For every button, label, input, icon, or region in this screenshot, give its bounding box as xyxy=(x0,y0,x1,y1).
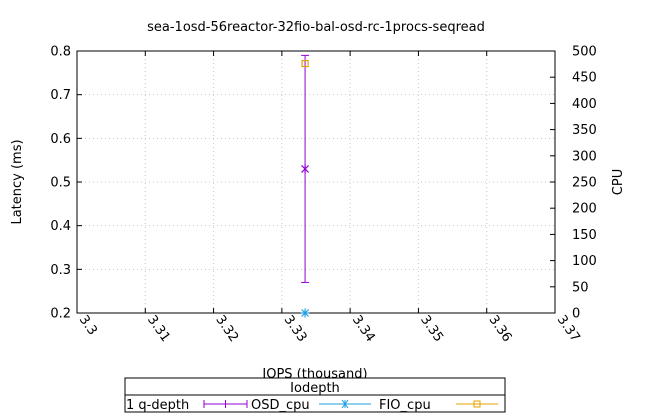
y2-tick-label: 350 xyxy=(572,123,597,138)
y-tick-label: 0.6 xyxy=(50,132,71,147)
y2-tick-label: 50 xyxy=(572,280,589,295)
y2-tick-label: 250 xyxy=(572,176,597,191)
x-tick-label: 3.31 xyxy=(144,313,173,345)
data-point xyxy=(301,164,309,174)
x-tick-label: 3.34 xyxy=(349,313,378,345)
x-tick-label: 3.33 xyxy=(281,313,310,345)
y2-tick-label: 500 xyxy=(572,45,597,60)
chart-title: sea-1osd-56reactor-32fio-bal-osd-rc-1pro… xyxy=(147,20,485,35)
x-tick-label: 3.32 xyxy=(212,313,241,345)
legend-title: Iodepth xyxy=(290,381,340,396)
y-tick-label: 0.2 xyxy=(50,307,71,322)
data-marks xyxy=(300,54,310,318)
y2-tick-label: 300 xyxy=(572,149,597,164)
x-tick-label: 3.36 xyxy=(485,313,514,345)
y2-tick-label: 100 xyxy=(572,254,597,269)
y2-axis-label: CPU xyxy=(611,169,626,195)
x-tick-label: 3.3 xyxy=(76,313,100,339)
legend-label-fio-cpu: FIO_cpu xyxy=(379,398,431,413)
y-tick-label: 0.4 xyxy=(50,219,71,234)
y2-tick-label: 200 xyxy=(572,202,597,217)
axis-ticks: 3.3 3.31 3.32 3.33 3.34 3.35 3.36 3.370.20.30.4… xyxy=(50,45,597,346)
legend-key-osd-cpu xyxy=(319,399,371,409)
x-tick-label: 3.35 xyxy=(417,313,446,345)
legend-key-1-q-depth xyxy=(203,400,248,408)
data-point xyxy=(301,59,309,68)
y-tick-label: 0.3 xyxy=(50,263,71,278)
y-axis-label: Latency (ms) xyxy=(10,139,25,224)
grid xyxy=(77,51,555,313)
y-tick-label: 0.8 xyxy=(50,45,71,60)
legend-label-osd-cpu: OSD_cpu xyxy=(251,398,310,413)
y2-tick-label: 400 xyxy=(572,97,597,112)
y2-tick-label: 150 xyxy=(572,228,597,243)
plot-frame xyxy=(76,50,556,314)
y-tick-label: 0.7 xyxy=(50,88,71,103)
y2-tick-label: 0 xyxy=(572,307,580,322)
y2-tick-label: 450 xyxy=(572,71,597,86)
y-tick-label: 0.5 xyxy=(50,176,71,191)
data-point xyxy=(300,308,310,318)
legend-label-1-q-depth: 1 q-depth xyxy=(126,398,189,413)
legend: Iodepth 1 q-depth OSD_cpu FIO_cpu xyxy=(124,377,506,413)
legend-key-fio-cpu xyxy=(456,400,498,408)
